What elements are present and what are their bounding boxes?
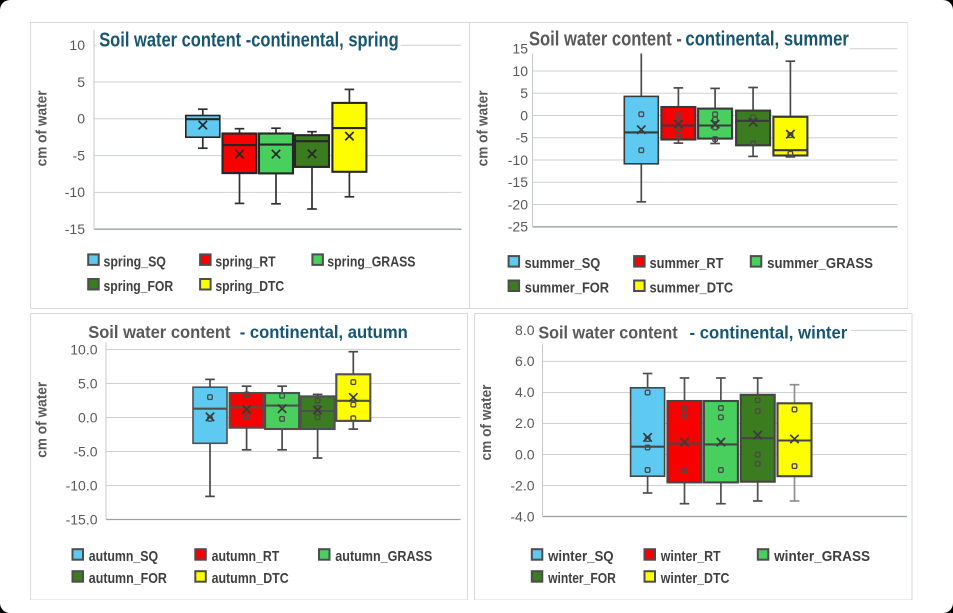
- svg-text:-10: -10: [507, 152, 527, 168]
- svg-text:spring_RT: spring_RT: [215, 253, 275, 270]
- svg-text:autumn_GRASS: autumn_GRASS: [335, 548, 432, 565]
- svg-text:winter_GRASS: winter_GRASS: [773, 548, 870, 565]
- svg-text:5.0: 5.0: [78, 375, 98, 391]
- svg-text:autumn_FOR: autumn_FOR: [88, 570, 166, 587]
- svg-text:summer_FOR: summer_FOR: [524, 280, 608, 297]
- svg-text:-5: -5: [515, 130, 528, 146]
- svg-text:autumn_DTC: autumn_DTC: [211, 570, 288, 587]
- svg-text:-15.0: -15.0: [65, 511, 97, 527]
- svg-text:10.0: 10.0: [70, 341, 97, 357]
- svg-text:spring_GRASS: spring_GRASS: [327, 253, 415, 270]
- svg-text:cm of water: cm of water: [33, 381, 50, 457]
- svg-text:0: 0: [77, 111, 85, 127]
- svg-text:spring_SQ: spring_SQ: [103, 253, 166, 270]
- svg-text:spring_DTC: spring_DTC: [215, 278, 284, 295]
- svg-text:2.0: 2.0: [515, 415, 535, 431]
- svg-text:Soil water content -continenta: Soil water content -continental, spring: [99, 30, 399, 52]
- svg-text:-10.0: -10.0: [65, 477, 97, 493]
- svg-text:summer_DTC: summer_DTC: [649, 280, 733, 297]
- svg-text:summer_SQ: summer_SQ: [524, 255, 600, 272]
- svg-text:autumn_SQ: autumn_SQ: [88, 548, 158, 565]
- svg-text:winter_RT: winter_RT: [660, 548, 721, 565]
- svg-text:spring_FOR: spring_FOR: [103, 278, 173, 295]
- svg-text:autumn_RT: autumn_RT: [211, 548, 279, 565]
- svg-text:Soil water content -: Soil water content -: [529, 29, 682, 51]
- svg-text:0: 0: [520, 107, 528, 123]
- svg-text:6.0: 6.0: [515, 353, 535, 369]
- svg-text:4.0: 4.0: [515, 384, 535, 400]
- svg-text:10: 10: [512, 63, 528, 79]
- svg-text:-15: -15: [507, 174, 527, 190]
- svg-text:8.0: 8.0: [515, 322, 535, 338]
- svg-text:10: 10: [69, 37, 85, 53]
- svg-text:summer_RT: summer_RT: [649, 255, 723, 272]
- svg-text:cm of water: cm of water: [33, 90, 50, 166]
- svg-text:-4.0: -4.0: [510, 508, 534, 524]
- svg-text:-5: -5: [72, 147, 85, 163]
- svg-text:winter_DTC: winter_DTC: [660, 570, 730, 587]
- svg-text:-5.0: -5.0: [73, 443, 97, 459]
- svg-text:summer_GRASS: summer_GRASS: [767, 255, 873, 272]
- svg-text:winter_FOR: winter_FOR: [547, 570, 616, 587]
- svg-text:15: 15: [512, 41, 528, 57]
- svg-text:5: 5: [77, 74, 85, 90]
- svg-text:5: 5: [520, 85, 528, 101]
- svg-text:- continental, autumn: - continental, autumn: [239, 321, 407, 341]
- svg-text:-25: -25: [507, 219, 527, 235]
- svg-text:cm of water: cm of water: [474, 90, 491, 166]
- svg-text:cm of water: cm of water: [478, 384, 495, 460]
- svg-text:continental, summer: continental, summer: [685, 29, 849, 51]
- svg-text:0.0: 0.0: [515, 446, 535, 462]
- svg-text:-15: -15: [64, 221, 84, 237]
- svg-text:0.0: 0.0: [78, 409, 98, 425]
- svg-text:-2.0: -2.0: [510, 477, 534, 493]
- svg-text:Soil water content: Soil water content: [88, 321, 230, 341]
- svg-text:-10: -10: [64, 184, 84, 200]
- svg-text:Soil water content: Soil water content: [538, 322, 677, 342]
- svg-text:winter_SQ: winter_SQ: [547, 548, 614, 565]
- svg-text:-20: -20: [507, 196, 527, 212]
- svg-text:- continental, winter: - continental, winter: [690, 322, 848, 342]
